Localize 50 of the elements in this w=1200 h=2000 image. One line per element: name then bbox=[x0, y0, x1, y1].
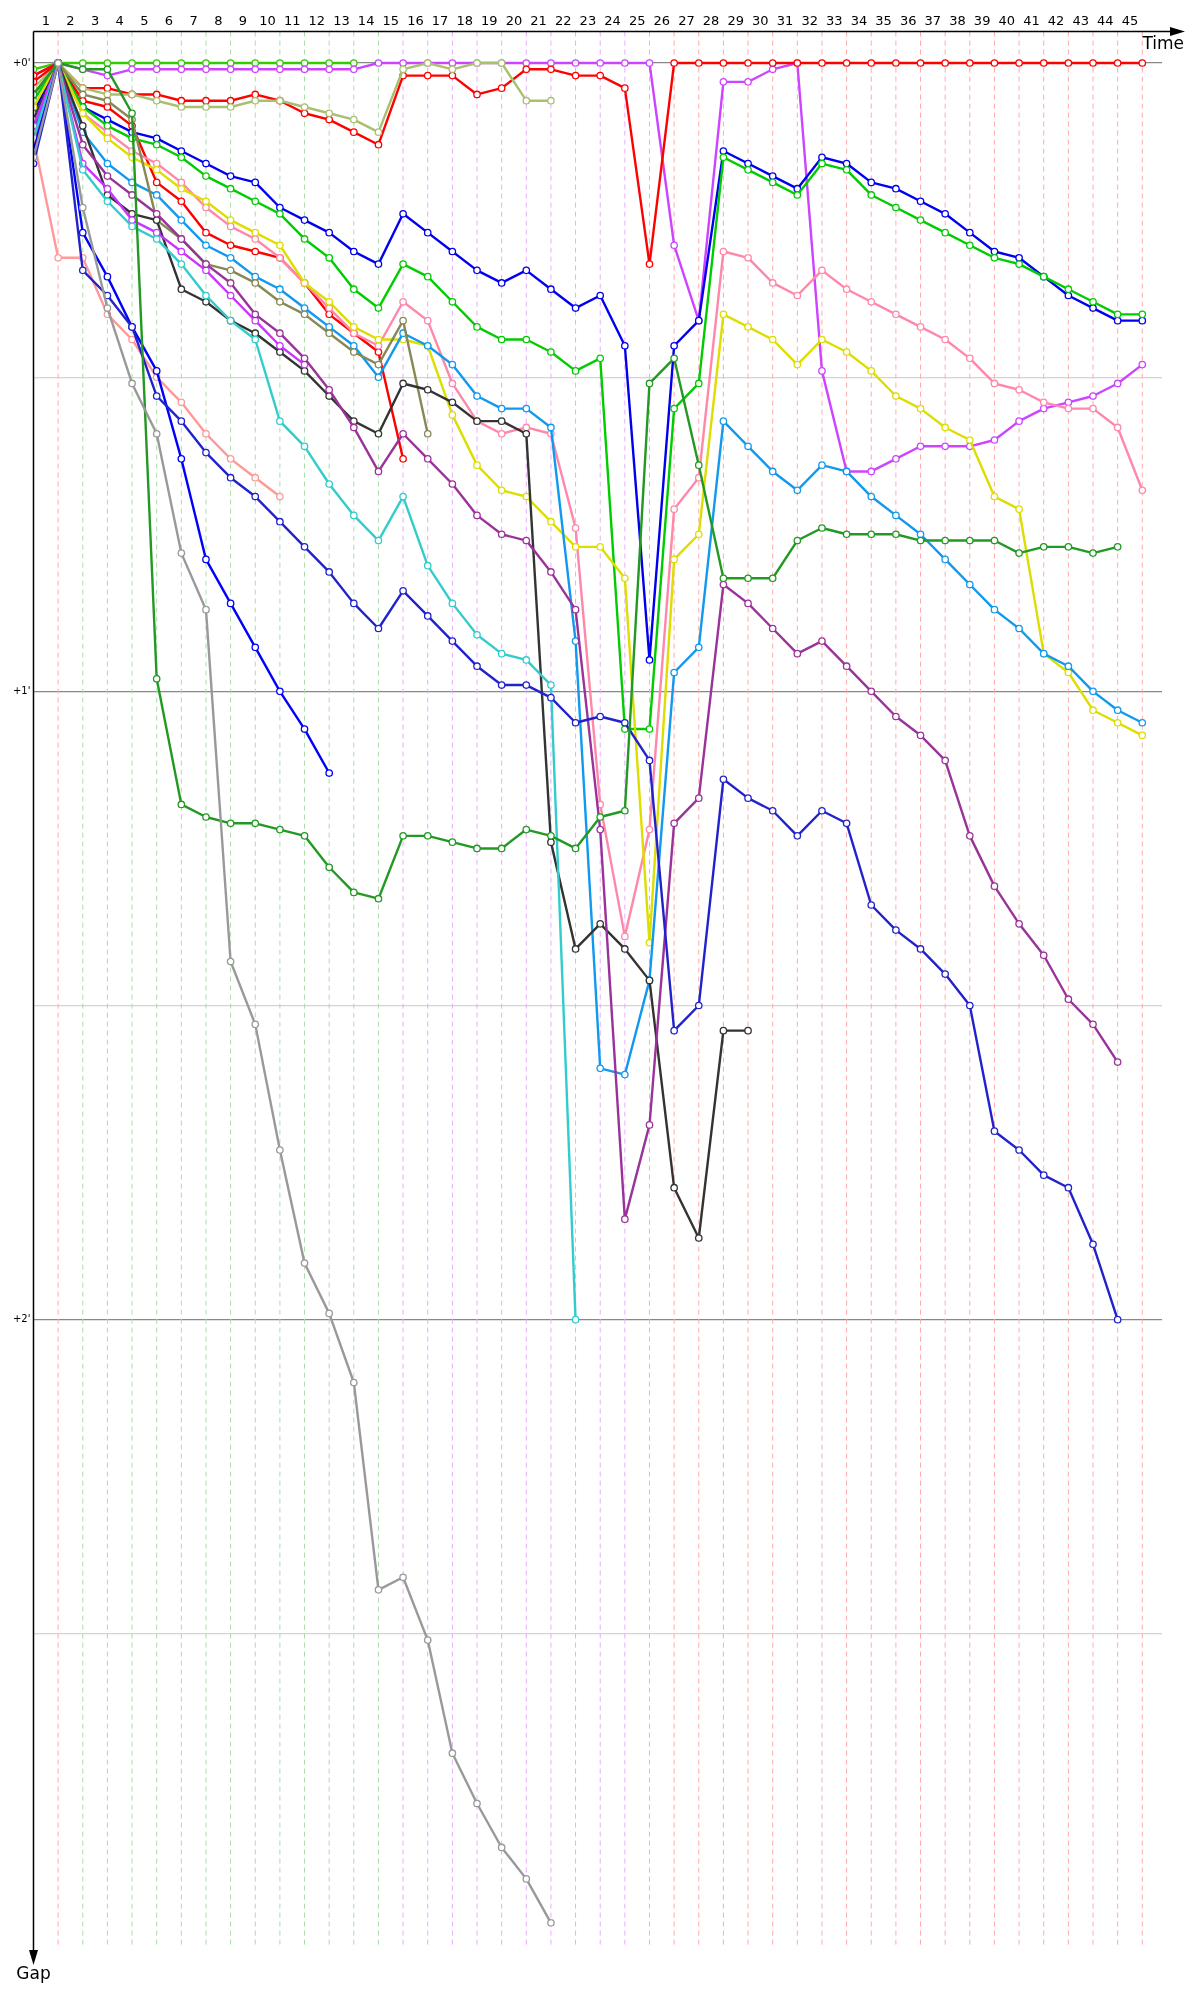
x-tick-label: 23 bbox=[579, 13, 597, 29]
x-tick-label: 10 bbox=[259, 13, 276, 29]
x-tick-label: 26 bbox=[653, 13, 671, 29]
x-tick-label: 36 bbox=[899, 13, 917, 29]
x-tick-label: 38 bbox=[949, 13, 966, 29]
x-tick-label: 8 bbox=[214, 13, 223, 29]
x-tick-label: 17 bbox=[431, 13, 449, 29]
y-tick-label: +2' bbox=[12, 1313, 31, 1325]
x-tick-label: 45 bbox=[1121, 13, 1139, 29]
x-tick-label: 2 bbox=[66, 13, 75, 29]
x-tick-label: 7 bbox=[189, 13, 198, 29]
y-tick-label: +1' bbox=[12, 684, 31, 696]
x-tick-label: 37 bbox=[924, 13, 942, 29]
x-tick-label: 43 bbox=[1072, 13, 1089, 29]
x-tick-label: 29 bbox=[727, 13, 744, 29]
x-tick-label: 31 bbox=[776, 13, 794, 29]
y-tick-label: +0' bbox=[12, 56, 31, 68]
y-axis-title: Gap bbox=[16, 1962, 51, 1983]
x-tick-label: 28 bbox=[702, 13, 720, 29]
x-tick-label: 25 bbox=[628, 13, 646, 29]
x-tick-label: 15 bbox=[382, 13, 400, 29]
x-tick-label: 21 bbox=[530, 13, 547, 29]
x-tick-label: 22 bbox=[554, 13, 572, 29]
x-tick-label: 44 bbox=[1097, 13, 1114, 29]
x-tick-label: 14 bbox=[357, 13, 375, 29]
x-tick-label: 32 bbox=[801, 13, 818, 29]
x-tick-label: 34 bbox=[850, 13, 868, 29]
x-tick-label: 11 bbox=[283, 13, 301, 29]
x-tick-label: 18 bbox=[456, 13, 473, 29]
x-tick-label: 4 bbox=[115, 13, 124, 29]
x-tick-label: 35 bbox=[875, 13, 892, 29]
x-tick-label: 42 bbox=[1047, 13, 1065, 29]
x-tick-label: 16 bbox=[407, 13, 424, 29]
x-tick-label: 33 bbox=[826, 13, 843, 29]
x-tick-label: 30 bbox=[752, 13, 769, 29]
x-tick-label: 5 bbox=[140, 13, 149, 29]
x-tick-label: 13 bbox=[333, 13, 350, 29]
x-axis-title: Time bbox=[1141, 32, 1184, 53]
x-tick-label: 41 bbox=[1023, 13, 1040, 29]
x-tick-label: 39 bbox=[973, 13, 991, 29]
x-tick-label: 1 bbox=[41, 13, 50, 29]
x-tick-label: 3 bbox=[90, 13, 100, 29]
x-tick-label: 27 bbox=[678, 13, 695, 29]
x-tick-label: 9 bbox=[238, 13, 248, 29]
x-tick-label: 6 bbox=[164, 13, 174, 29]
x-tick-label: 24 bbox=[604, 13, 621, 29]
x-tick-label: 12 bbox=[308, 13, 326, 29]
x-tick-label: 19 bbox=[481, 13, 498, 29]
x-tick-label: 20 bbox=[505, 13, 523, 29]
x-tick-label: 40 bbox=[998, 13, 1016, 29]
